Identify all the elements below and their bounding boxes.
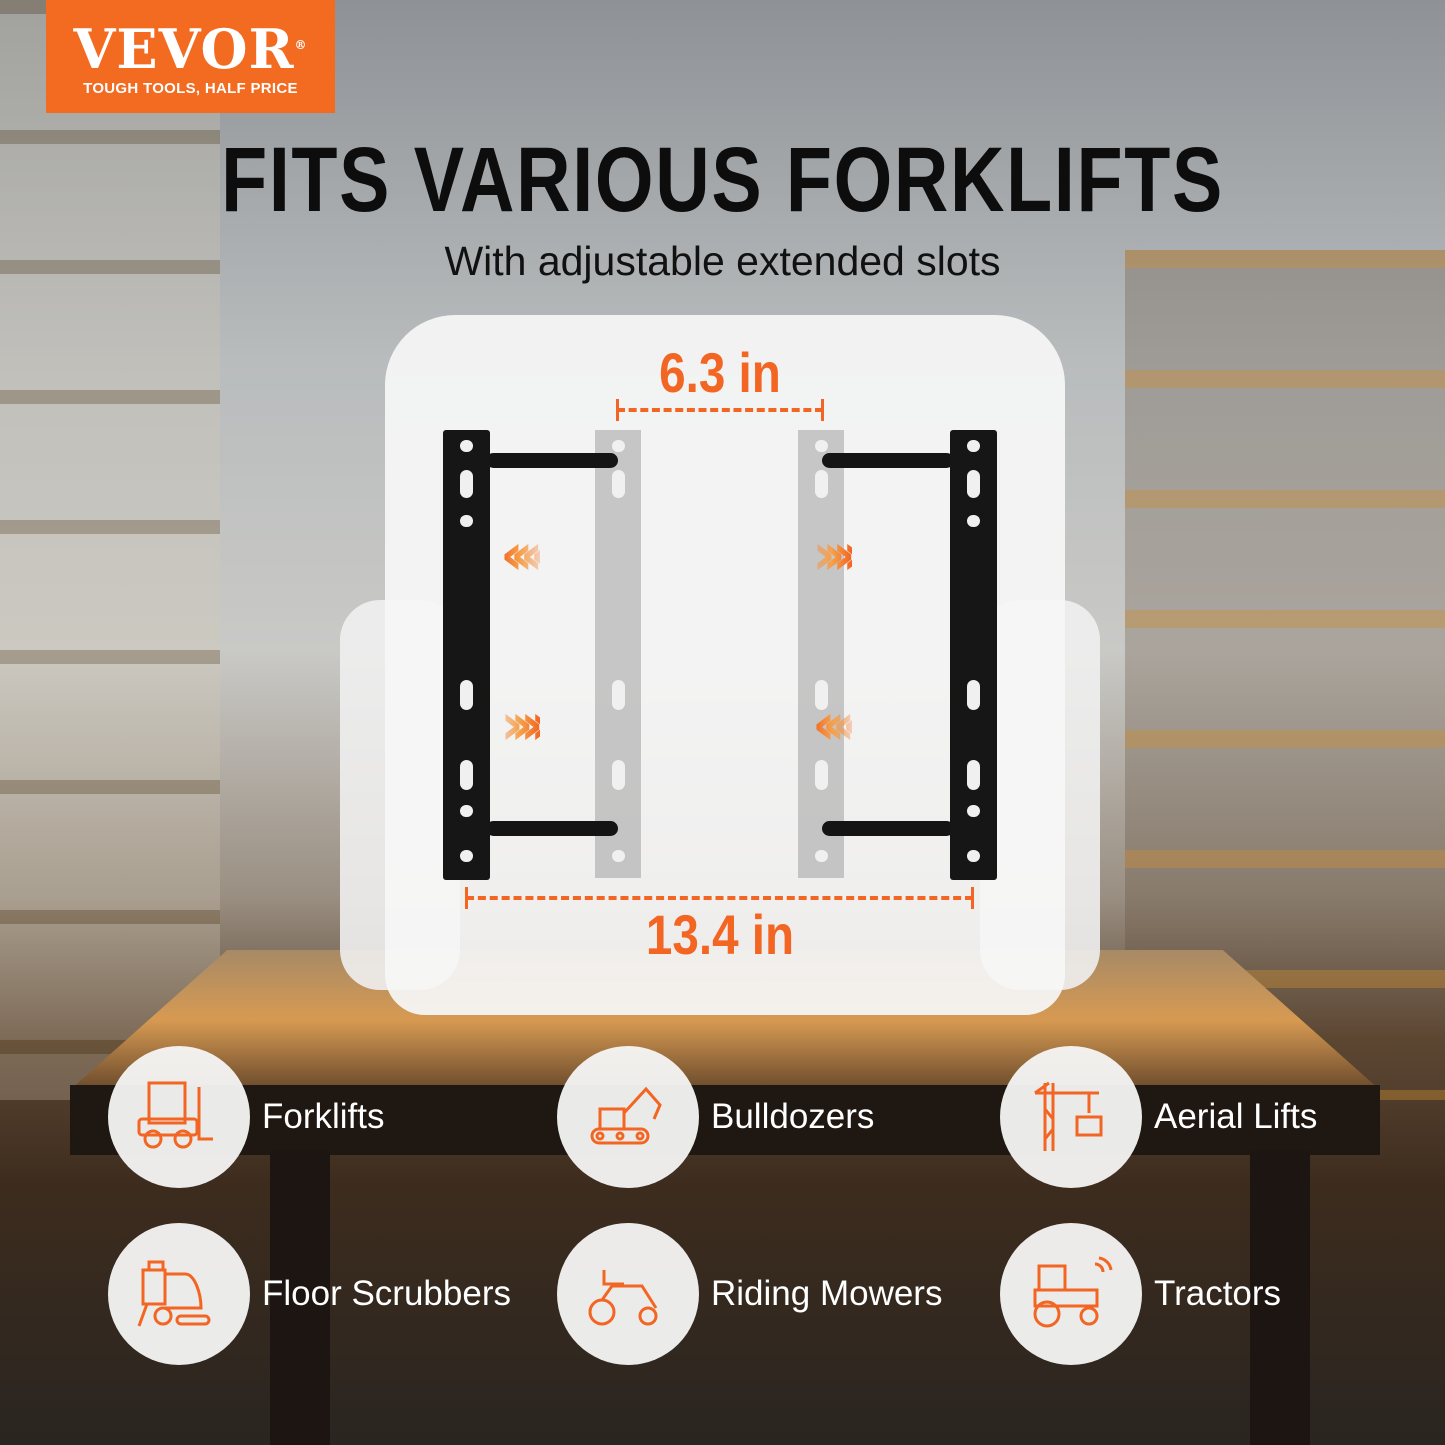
category-aerial-lifts: Aerial Lifts <box>1000 1046 1317 1188</box>
arrow-left-icon: ‹‹‹‹ <box>812 690 865 758</box>
arrow-right-icon: ›››› <box>500 690 553 758</box>
rail-crossbar <box>486 821 618 836</box>
background-shelf-left <box>0 0 220 1100</box>
category-label: Bulldozers <box>711 1097 875 1136</box>
rail-crossbar <box>822 453 954 468</box>
category-tractors: Tractors <box>1000 1223 1281 1365</box>
category-label: Floor Scrubbers <box>262 1274 511 1313</box>
category-label: Aerial Lifts <box>1154 1097 1318 1136</box>
category-bulldozers: Bulldozers <box>557 1046 874 1188</box>
rail-crossbar <box>822 821 954 836</box>
category-label: Tractors <box>1154 1274 1282 1313</box>
slide-rail-extended <box>798 430 844 878</box>
riding-mower-icon <box>557 1223 699 1365</box>
inner-dimension-line <box>617 408 823 412</box>
vevor-logo: VEVOR® TOUGH TOOLS, HALF PRICE <box>46 0 335 113</box>
category-forklifts: Forklifts <box>108 1046 385 1188</box>
subheadline: With adjustable extended slots <box>444 238 1001 284</box>
excavator-icon <box>557 1046 699 1188</box>
slide-rail <box>443 430 490 880</box>
category-label: Forklifts <box>262 1097 385 1136</box>
category-floor-scrubbers: Floor Scrubbers <box>108 1223 511 1365</box>
outer-dimension-line <box>466 896 973 900</box>
floor-scrubber-icon <box>108 1223 250 1365</box>
arrow-left-icon: ‹‹‹‹ <box>500 520 553 588</box>
slide-rail-extended <box>595 430 641 878</box>
table-apron <box>70 1085 1380 1155</box>
crane-icon <box>1000 1046 1142 1188</box>
tractor-icon <box>1000 1223 1142 1365</box>
dimension-tick <box>821 399 824 421</box>
rail-crossbar <box>486 453 618 468</box>
dimension-tick <box>465 887 468 909</box>
category-riding-mowers: Riding Mowers <box>557 1223 942 1365</box>
inner-dimension-label: 6.3 in <box>659 341 781 404</box>
dimension-tick <box>971 887 974 909</box>
slide-rail <box>950 430 997 880</box>
table-leg <box>1250 1150 1310 1445</box>
table-leg <box>270 1150 330 1445</box>
dimension-tick <box>616 399 619 421</box>
outer-dimension-label: 13.4 in <box>645 903 795 966</box>
arrow-right-icon: ›››› <box>812 520 865 588</box>
headline: FITS VARIOUS FORKLIFTS <box>221 129 1224 231</box>
forklift-icon <box>108 1046 250 1188</box>
category-label: Riding Mowers <box>711 1274 943 1313</box>
